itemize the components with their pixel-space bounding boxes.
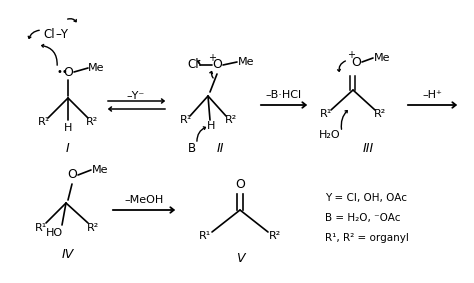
Text: –Y⁻: –Y⁻ — [127, 91, 145, 101]
Text: Me: Me — [238, 57, 255, 67]
Text: R¹, R² = organyl: R¹, R² = organyl — [325, 233, 409, 243]
Text: HO: HO — [46, 228, 63, 238]
Text: V: V — [236, 252, 244, 265]
Text: R¹: R¹ — [38, 117, 50, 127]
Text: Me: Me — [374, 53, 391, 63]
Text: III: III — [363, 142, 374, 155]
Text: R²: R² — [225, 115, 237, 125]
Text: H: H — [207, 121, 215, 131]
Text: H₂O: H₂O — [319, 130, 341, 140]
Text: Cl: Cl — [44, 29, 55, 42]
Text: –MeOH: –MeOH — [124, 195, 164, 205]
Text: –Y: –Y — [55, 29, 68, 42]
Text: R²: R² — [374, 109, 386, 119]
Text: IV: IV — [62, 248, 74, 261]
Text: Y = Cl, OH, OAc: Y = Cl, OH, OAc — [325, 193, 407, 203]
Text: R²: R² — [269, 231, 281, 241]
Text: O: O — [67, 168, 77, 181]
Text: R²: R² — [86, 117, 98, 127]
Text: R²: R² — [87, 223, 99, 233]
Text: Me: Me — [88, 63, 104, 73]
Text: O: O — [351, 55, 361, 68]
Text: O: O — [63, 65, 73, 78]
Text: O: O — [235, 179, 245, 192]
Text: II: II — [216, 142, 224, 155]
Text: R¹: R¹ — [320, 109, 332, 119]
Text: B = H₂O, ⁻OAc: B = H₂O, ⁻OAc — [325, 213, 401, 223]
Text: +: + — [347, 50, 355, 60]
Text: R¹: R¹ — [199, 231, 211, 241]
Text: Cl: Cl — [187, 59, 199, 72]
Text: Me: Me — [92, 165, 109, 175]
Text: +: + — [208, 53, 216, 63]
Text: H: H — [64, 123, 72, 133]
Text: R¹: R¹ — [35, 223, 47, 233]
Text: –H⁺: –H⁺ — [422, 90, 442, 100]
Text: –B·HCl: –B·HCl — [266, 90, 302, 100]
Text: I: I — [66, 142, 70, 155]
Text: R¹: R¹ — [180, 115, 192, 125]
Text: ••: •• — [56, 67, 68, 77]
Text: O: O — [212, 59, 222, 72]
Text: B: B — [188, 142, 196, 155]
